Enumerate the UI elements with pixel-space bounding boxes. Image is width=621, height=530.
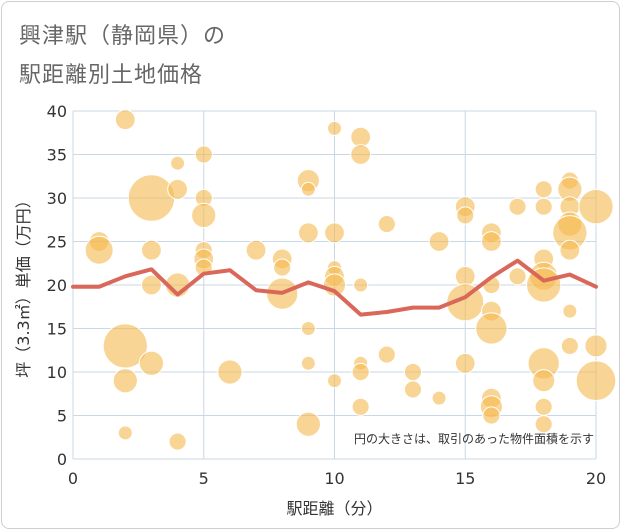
x-tick-label: 5: [199, 469, 209, 488]
data-point: [377, 345, 396, 364]
data-point: [534, 180, 553, 199]
y-axis-ticks: 0 5 10 15 20 25 30 35 40: [47, 102, 67, 469]
data-point: [138, 350, 165, 376]
data-point: [508, 267, 527, 286]
data-point: [353, 277, 369, 293]
data-point: [191, 202, 217, 229]
data-point: [167, 178, 188, 200]
data-point: [403, 362, 423, 382]
data-point: [168, 432, 187, 451]
data-point: [295, 411, 321, 437]
data-point: [194, 145, 213, 164]
data-point: [112, 368, 138, 394]
data-point: [141, 274, 162, 296]
data-point: [300, 355, 316, 371]
average-line-layer: [71, 258, 598, 317]
data-point: [84, 235, 114, 265]
y-tick-label: 20: [47, 276, 67, 295]
data-point: [428, 231, 450, 252]
x-axis-ticks: 0 5 10 15 20: [68, 469, 606, 488]
data-point: [351, 397, 370, 416]
average-price-line: [71, 258, 598, 317]
data-point: [327, 373, 342, 389]
data-point: [534, 415, 553, 434]
data-point: [141, 239, 162, 261]
data-point: [297, 222, 319, 244]
data-point: [532, 369, 556, 393]
data-point: [508, 197, 527, 216]
data-point: [475, 312, 508, 345]
data-point: [446, 283, 485, 322]
data-point: [482, 406, 501, 425]
data-point: [273, 258, 292, 277]
x-tick-label: 20: [586, 469, 606, 488]
y-tick-label: 15: [47, 320, 67, 339]
data-point: [562, 303, 578, 319]
y-tick-label: 5: [57, 407, 67, 426]
data-point: [454, 352, 476, 374]
data-point: [575, 360, 617, 401]
data-point: [102, 323, 148, 369]
data-point: [534, 197, 553, 216]
data-point: [300, 181, 316, 197]
data-point: [534, 397, 553, 416]
chart-title-line-2: 駅距離別土地価格: [19, 63, 204, 88]
data-point: [377, 215, 396, 234]
data-point: [350, 126, 372, 148]
chart-title-line-1: 興津駅（静岡県）の: [19, 24, 227, 49]
x-tick-label: 15: [455, 469, 475, 488]
data-point: [454, 265, 476, 287]
bubble-layer: [84, 109, 617, 451]
x-axis-label: 駅距離（分）: [286, 499, 382, 518]
data-point: [300, 321, 316, 336]
data-point: [327, 120, 342, 136]
y-tick-label: 30: [47, 189, 67, 208]
data-point: [481, 231, 502, 252]
data-point: [456, 206, 475, 225]
data-point: [170, 155, 186, 171]
data-point: [559, 239, 581, 261]
y-tick-label: 10: [47, 363, 67, 382]
data-point: [114, 109, 136, 131]
data-point: [431, 390, 447, 406]
data-point: [351, 362, 370, 382]
data-point: [217, 359, 243, 385]
data-point: [127, 174, 176, 222]
data-point: [584, 334, 608, 358]
y-tick-label: 35: [47, 146, 67, 165]
y-tick-label: 40: [47, 102, 67, 121]
x-tick-label: 10: [324, 469, 344, 488]
data-point: [403, 380, 423, 399]
data-point: [560, 336, 579, 355]
data-point: [245, 239, 267, 261]
data-point: [350, 144, 372, 165]
y-axis-label: 坪（3.3㎡）単価（万円）: [14, 192, 33, 377]
data-point: [117, 425, 133, 441]
y-tick-label: 25: [47, 233, 67, 252]
x-tick-label: 0: [68, 469, 78, 488]
bubble-size-note: 円の大きさは、取引のあった物件面積を示す: [354, 431, 594, 446]
y-tick-label: 0: [57, 450, 67, 469]
data-point: [578, 189, 614, 225]
data-point: [324, 222, 345, 244]
